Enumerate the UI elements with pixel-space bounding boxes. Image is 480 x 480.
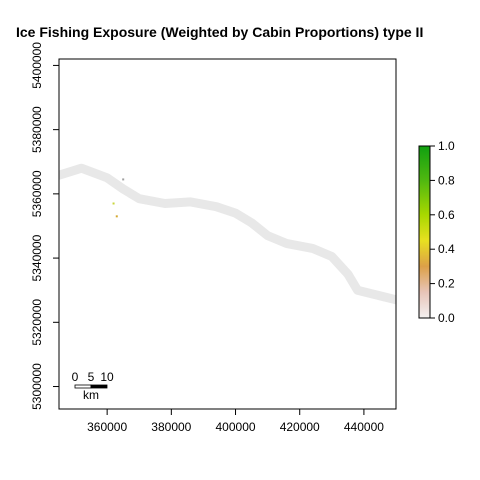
y-tick-label-3: 5360000 — [30, 170, 44, 217]
x-tick-label-4: 440000 — [344, 420, 384, 434]
y-tick-label-5: 5400000 — [30, 42, 44, 89]
legend-tick-label-0: 0.0 — [438, 311, 455, 325]
map-title: Ice Fishing Exposure (Weighted by Cabin … — [16, 24, 423, 40]
legend-tick-label-2: 0.4 — [438, 242, 455, 256]
scalebar-label-0: 0 — [72, 370, 79, 384]
legend-tick-label-4: 0.8 — [438, 173, 455, 187]
y-tick-label-4: 5380000 — [30, 106, 44, 153]
y-tick-label-1: 5320000 — [30, 299, 44, 346]
scalebar-label-5: 5 — [88, 370, 95, 384]
map-frame — [58, 58, 397, 410]
exposure-hotspot-1 — [115, 215, 118, 218]
y-tick-label-2: 5340000 — [30, 234, 44, 281]
y-axis: 5300000 5320000 5340000 5360000 5380000 54000… — [30, 42, 60, 410]
exposure-hotspot-2 — [122, 178, 125, 181]
scalebar-label-10: 10 — [100, 370, 114, 384]
x-tick-label-1: 380000 — [151, 420, 191, 434]
legend-tick-label-3: 0.6 — [438, 208, 455, 222]
exposure-hotspot-0 — [112, 202, 115, 205]
x-axis: 360000 380000 400000 420000 440000 — [87, 408, 384, 434]
river-exposure-raster — [59, 163, 396, 305]
map-plot-area — [58, 58, 397, 410]
scale-bar: 0 5 10 km — [72, 370, 114, 402]
legend-tick-label-1: 0.2 — [438, 277, 455, 291]
scalebar-unit: km — [83, 388, 99, 402]
color-legend: 0.0 0.2 0.4 0.6 0.8 1.0 — [418, 139, 455, 325]
scalebar-segment-2 — [90, 384, 108, 389]
x-tick-label-0: 360000 — [87, 420, 127, 434]
legend-colorbar — [418, 145, 431, 319]
y-tick-label-0: 5300000 — [30, 363, 44, 410]
x-tick-label-3: 420000 — [280, 420, 320, 434]
x-tick-label-2: 400000 — [216, 420, 256, 434]
legend-tick-label-5: 1.0 — [438, 139, 455, 153]
